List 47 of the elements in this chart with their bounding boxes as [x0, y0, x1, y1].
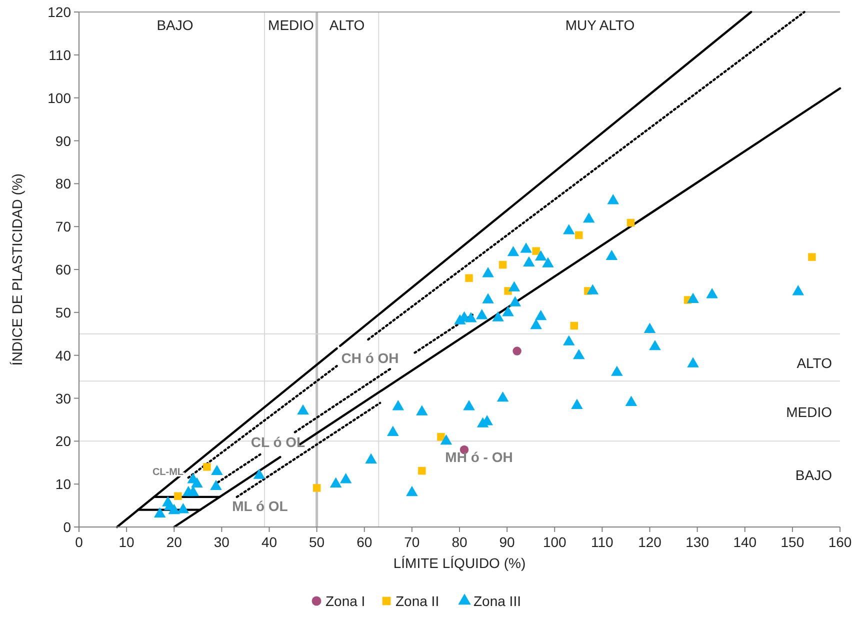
y-tick-label: 120 — [48, 4, 72, 20]
x-tick-label: 80 — [452, 534, 468, 550]
y-tick-label: 50 — [55, 304, 72, 320]
y-tick-label: 100 — [48, 90, 72, 106]
x-tick-label: 70 — [404, 534, 420, 550]
annotation: BAJO — [795, 467, 832, 483]
annotation: MUY ALTO — [565, 17, 635, 33]
x-tick-label: 140 — [733, 534, 757, 550]
y-tick-label: 20 — [55, 433, 72, 450]
y-tick-label: 90 — [55, 132, 72, 149]
y-tick-label: 110 — [48, 46, 72, 63]
annotation: ML ó OL — [232, 498, 288, 514]
y-tick-label: 10 — [55, 476, 72, 492]
y-tick-label: 80 — [55, 176, 72, 192]
y-tick-label: 70 — [55, 218, 72, 235]
legend-label: Zona II — [396, 593, 440, 609]
x-tick-label: 110 — [591, 534, 614, 550]
y-tick-label: 60 — [55, 262, 72, 278]
x-tick-label: 20 — [166, 534, 182, 550]
legend-label: Zona III — [474, 593, 521, 609]
x-tick-label: 0 — [75, 534, 84, 550]
x-axis-title: LÍMITE LÍQUIDO (%) — [393, 555, 526, 572]
x-tick-label: 90 — [499, 534, 516, 550]
x-tick-label: 150 — [780, 534, 804, 550]
annotation: MEDIO — [268, 17, 314, 33]
y-tick-label: 30 — [55, 390, 72, 406]
annotation: MH ó - OH — [445, 449, 513, 465]
y-axis-title: ÍNDICE DE PLASTICIDAD (%) — [9, 173, 25, 366]
y-tick-label: 0 — [63, 519, 72, 535]
x-tick-label: 30 — [214, 534, 230, 550]
x-tick-label: 50 — [309, 534, 325, 550]
x-tick-label: 120 — [638, 534, 662, 550]
x-tick-label: 10 — [118, 534, 135, 550]
annotation: MEDIO — [786, 404, 832, 420]
annotation: ALTO — [796, 355, 832, 371]
y-tick-label: 40 — [55, 347, 72, 364]
annotation: CL-ML — [152, 467, 184, 478]
annotation: CL ó OL — [250, 434, 306, 450]
annotation: ALTO — [329, 17, 365, 33]
x-tick-label: 60 — [356, 534, 372, 550]
legend-label: Zona I — [326, 593, 366, 609]
annotation: CH ó OH — [341, 350, 399, 366]
x-tick-label: 40 — [261, 534, 278, 550]
x-tick-label: 100 — [542, 534, 567, 550]
x-tick-label: 130 — [686, 534, 710, 550]
annotation: BAJO — [156, 17, 194, 33]
x-tick-label: 160 — [828, 534, 852, 550]
